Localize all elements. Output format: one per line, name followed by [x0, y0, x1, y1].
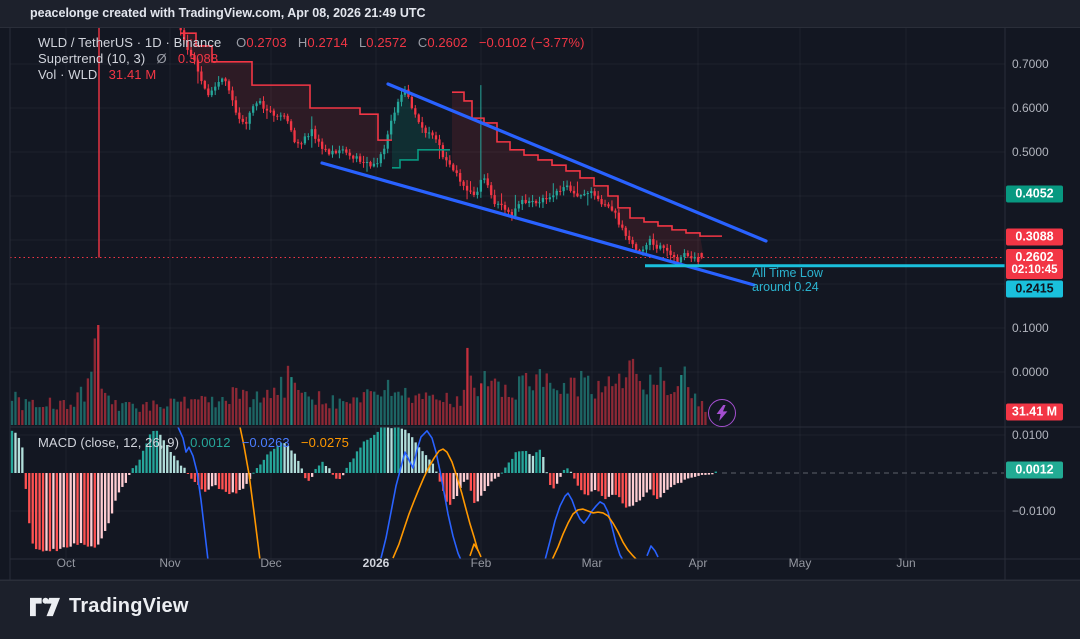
candlestick-series	[179, 27, 703, 267]
atl-annotation-line1: All Time Low	[752, 266, 823, 280]
symbol-legend-row[interactable]: WLD / TetherUS · 1D · Binance O0.2703 H0…	[38, 35, 585, 50]
volume-series	[10, 325, 707, 425]
macd-legend-row[interactable]: MACD (close, 12, 26, 9) 0.0012 −0.0263 −…	[38, 435, 349, 450]
macd-orange-mar-line	[551, 508, 638, 559]
time-axis-label-apr: Apr	[688, 556, 708, 570]
time-axis-label-nov: Nov	[159, 556, 181, 570]
tradingview-logo-icon	[30, 597, 60, 616]
time-axis-label-jun: Jun	[896, 556, 916, 570]
tradingview-logo[interactable]: TradingView	[30, 595, 189, 618]
watermark-bar	[0, 0, 1080, 28]
current-price-badge: 0.2602 02:10:45	[1006, 249, 1063, 279]
bottom-bar	[0, 580, 1080, 639]
high-label: H	[297, 35, 308, 50]
time-axis-label-feb: Feb	[470, 556, 492, 570]
atl-annotation[interactable]: All Time Low around 0.24	[752, 266, 823, 294]
macd-blue-oct-line	[177, 427, 209, 559]
lightning-icon[interactable]	[708, 399, 736, 427]
low-label: L	[358, 35, 367, 50]
macd-histogram	[10, 427, 717, 552]
supertrend-fill	[180, 28, 392, 166]
macd-pane	[10, 427, 1004, 559]
price-scale-label: 0.6000	[1012, 101, 1049, 115]
volume-value: 31.41 M	[108, 67, 157, 82]
macd-signal-value: −0.0275	[300, 435, 349, 450]
tradingview-logo-text: TradingView	[69, 595, 189, 617]
close-value: 0.2602	[427, 35, 468, 50]
price-scale-label: 0.0000	[1012, 365, 1049, 379]
macd-orange-jan-line	[392, 448, 479, 559]
supertrend-line-down	[452, 91, 722, 237]
high-value: 0.2714	[307, 35, 348, 50]
volume-title: Vol · WLD	[38, 67, 98, 82]
trendline-upper[interactable]	[386, 82, 768, 243]
supertrend-price-badge: 0.3088	[1006, 228, 1063, 246]
time-axis-label-2026: 2026	[362, 556, 390, 570]
supertrend-line-up	[392, 149, 450, 169]
grid	[10, 27, 1005, 559]
watermark-text: peacelonge created with TradingView.com,…	[30, 6, 426, 20]
time-axis-label-may: May	[788, 556, 812, 570]
open-value: 0.2703	[246, 35, 287, 50]
supertrend-line-down	[180, 32, 392, 141]
supertrend-fill	[452, 92, 704, 262]
atl-annotation-line2: around 0.24	[752, 279, 819, 294]
supertrend-fill	[392, 90, 450, 168]
open-label: O	[236, 35, 247, 50]
price-scale-label: −0.0100	[1012, 504, 1056, 518]
time-axis-label-mar: Mar	[581, 556, 603, 570]
close-label: C	[417, 35, 428, 50]
price-scale-label: 0.5000	[1012, 145, 1049, 159]
price-scale-label: 0.1000	[1012, 321, 1049, 335]
macd-blue-mar-line	[544, 492, 624, 559]
macd-badge: 0.0012	[1006, 461, 1063, 479]
macd-blue-jan-line	[380, 430, 462, 559]
macd-line-value: −0.0263	[241, 435, 290, 450]
macd-orange-oct-line	[239, 427, 261, 559]
macd-histogram-value: 0.0012	[190, 435, 231, 450]
volume-badge: 31.41 M	[1006, 403, 1063, 421]
low-value: 0.2572	[366, 35, 407, 50]
change-value: −0.0102 (−3.77%)	[478, 35, 585, 50]
volume-legend-row[interactable]: Vol · WLD 31.41 M	[38, 67, 156, 82]
atl-price-badge: 0.2415	[1006, 280, 1063, 298]
price-scale-label: 0.7000	[1012, 57, 1049, 71]
supertrend-value: 0.3088	[177, 51, 219, 66]
time-axis-label-oct: Oct	[56, 556, 76, 570]
supertrend-title: Supertrend (10, 3)	[38, 51, 146, 66]
lightning-bolt-glyph	[716, 405, 728, 421]
supertrend-symbol: Ø	[156, 51, 167, 66]
supertrend-legend-row[interactable]: Supertrend (10, 3) Ø 0.3088	[38, 51, 218, 66]
alert-price-badge: 0.4052	[1006, 185, 1063, 203]
price-scale-label: 0.0100	[1012, 428, 1049, 442]
macd-blue-hook-line	[646, 545, 659, 558]
time-axis-label-dec: Dec	[260, 556, 282, 570]
macd-orange-hook-line	[469, 543, 482, 558]
symbol-title: WLD / TetherUS · 1D · Binance	[38, 35, 222, 50]
macd-title: MACD (close, 12, 26, 9)	[38, 435, 180, 450]
